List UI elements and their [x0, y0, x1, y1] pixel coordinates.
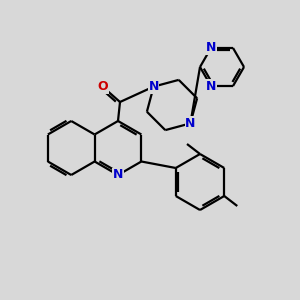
Text: N: N [113, 169, 123, 182]
Text: N: N [206, 80, 216, 93]
Text: N: N [206, 41, 216, 54]
Text: O: O [98, 80, 108, 94]
Text: N: N [185, 117, 196, 130]
Text: N: N [148, 80, 159, 93]
